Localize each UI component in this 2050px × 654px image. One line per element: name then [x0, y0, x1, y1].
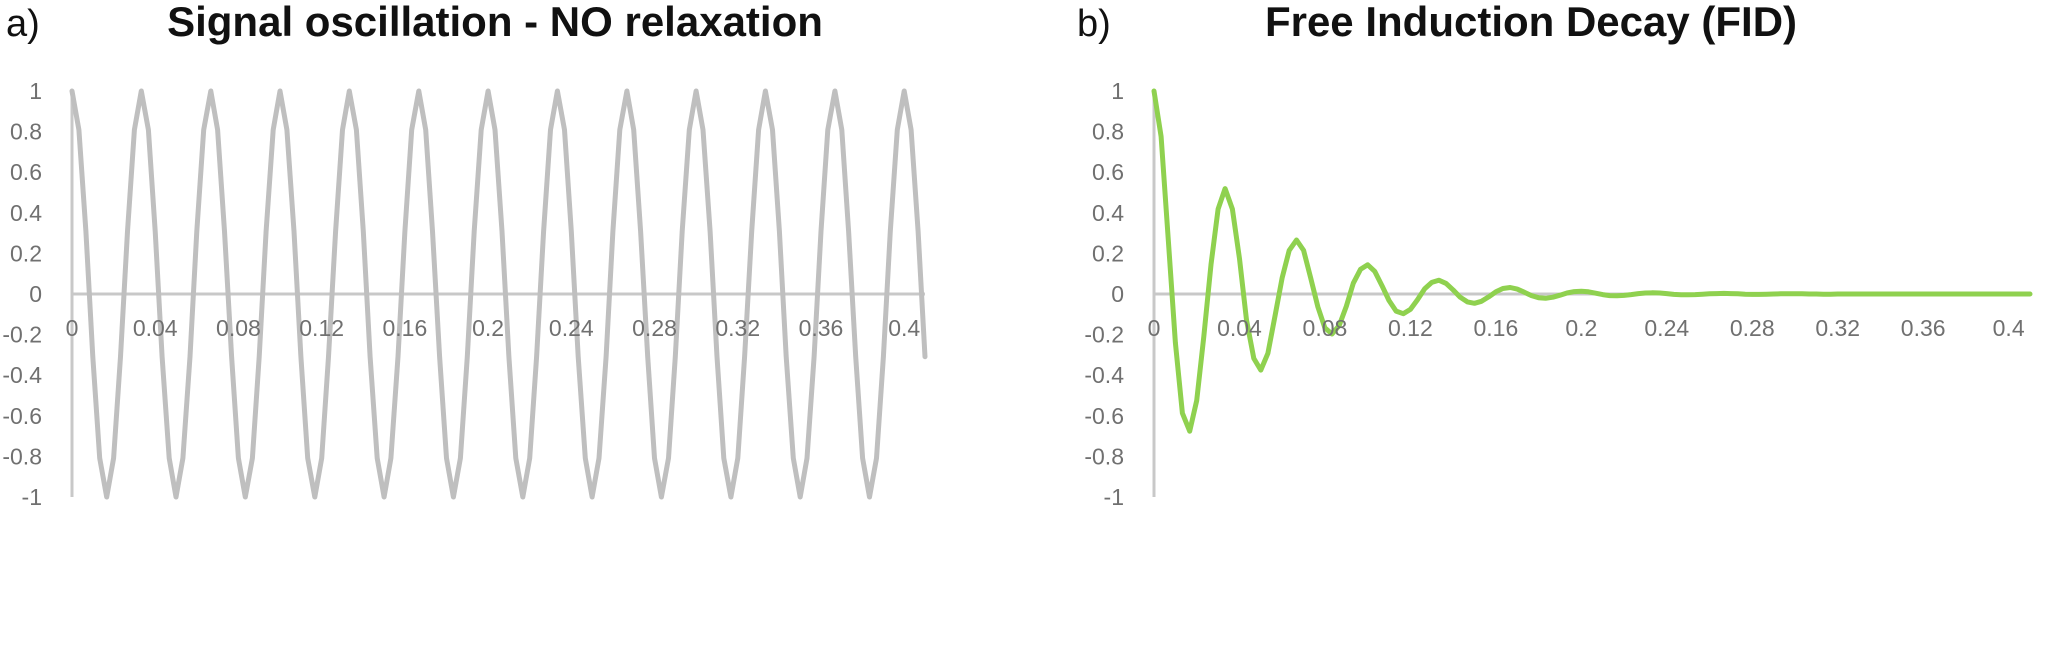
- chart-a-x-tick-label: 0: [66, 315, 79, 341]
- chart-a-x-tick-label: 0.32: [715, 315, 760, 341]
- chart-b-x-tick-label: 0.16: [1473, 315, 1518, 341]
- chart-a-y-tick-label: -1: [22, 484, 42, 510]
- chart-b-x-tick-label: 0.12: [1388, 315, 1433, 341]
- chart-b-series-line: [1151, 88, 2033, 434]
- chart-a-y-tick-label: 0.4: [10, 200, 42, 226]
- chart-a-x-tick-label: 0.24: [549, 315, 594, 341]
- chart-a-y-tick-label: -0.2: [2, 322, 42, 348]
- chart-a-x-tick-label: 0.2: [472, 315, 504, 341]
- chart-b-x-tick-label: 0.04: [1217, 315, 1262, 341]
- chart-b-y-tick-label: 0.4: [1092, 200, 1124, 226]
- chart-a-y-tick-label: 1: [29, 78, 42, 104]
- chart-b-x-tick-label: 0.2: [1565, 315, 1597, 341]
- chart-a-title: Signal oscillation - NO relaxation: [167, 0, 823, 45]
- chart-a-x-tick-label: 0.36: [799, 315, 844, 341]
- chart-a-series: [69, 88, 928, 500]
- chart-a: a) Signal oscillation - NO relaxation 1 0…: [2, 0, 928, 510]
- chart-b-x-tick-label: 0.36: [1901, 315, 1946, 341]
- chart-b-y-tick-label: -0.2: [1084, 322, 1124, 348]
- chart-b-panel-letter: b): [1077, 3, 1111, 45]
- chart-a-series-line: [69, 88, 928, 500]
- chart-a-x-tick-label: 0.12: [299, 315, 344, 341]
- chart-a-y-tick-label: -0.4: [2, 362, 42, 388]
- chart-a-x-tick-label: 0.08: [216, 315, 261, 341]
- chart-b-y-tick-label: 0.2: [1092, 240, 1124, 266]
- chart-a-y-tick-label: 0.8: [10, 119, 42, 145]
- chart-b-x-tick-label: 0.28: [1730, 315, 1775, 341]
- chart-b-x-tick-label: 0: [1148, 315, 1161, 341]
- chart-b-series: [1151, 88, 2033, 434]
- chart-b-y-tick-label: -0.8: [1084, 443, 1124, 469]
- chart-a-x-tick-label: 0.04: [133, 315, 178, 341]
- chart-b-x-tick-label: 0.24: [1644, 315, 1689, 341]
- chart-a-y-tick-label: 0.2: [10, 240, 42, 266]
- chart-a-x-tick-label: 0.28: [632, 315, 677, 341]
- chart-b-tick-labels: 1 0.8 0.6 0.4 0.2 0 -0.2 -0.4 -0.6 -0.8 -1 0 0.04 0.0…: [1084, 78, 2024, 510]
- chart-b-y-tick-label: -1: [1104, 484, 1124, 510]
- chart-b-x-tick-label: 0.08: [1303, 315, 1348, 341]
- chart-a-y-tick-label: -0.6: [2, 403, 42, 429]
- chart-b-x-tick-label: 0.4: [1993, 315, 2025, 341]
- chart-b-x-tick-label: 0.32: [1815, 315, 1860, 341]
- chart-a-y-tick-label: 0.6: [10, 159, 42, 185]
- chart-b-title: Free Induction Decay (FID): [1265, 0, 1797, 45]
- chart-a-x-tick-label: 0.16: [382, 315, 427, 341]
- chart-b-y-tick-label: 0: [1111, 281, 1124, 307]
- chart-b: b) Free Induction Decay (FID) 1 0.8 0.6 0.4…: [1077, 0, 2033, 510]
- chart-a-x-tick-label: 0.4: [888, 315, 920, 341]
- chart-b-y-tick-label: 0.8: [1092, 119, 1124, 145]
- chart-a-y-tick-label: -0.8: [2, 443, 42, 469]
- chart-b-y-tick-label: -0.6: [1084, 403, 1124, 429]
- chart-a-panel-letter: a): [6, 3, 40, 45]
- chart-b-y-tick-label: 0.6: [1092, 159, 1124, 185]
- chart-b-y-tick-label: 1: [1111, 78, 1124, 104]
- chart-a-y-tick-label: 0: [29, 281, 42, 307]
- chart-a-tick-labels: 1 0.8 0.6 0.4 0.2 0 -0.2 -0.4 -0.6 -0.8 -1 0 0.04 0.0…: [2, 78, 920, 510]
- chart-b-y-tick-label: -0.4: [1084, 362, 1124, 388]
